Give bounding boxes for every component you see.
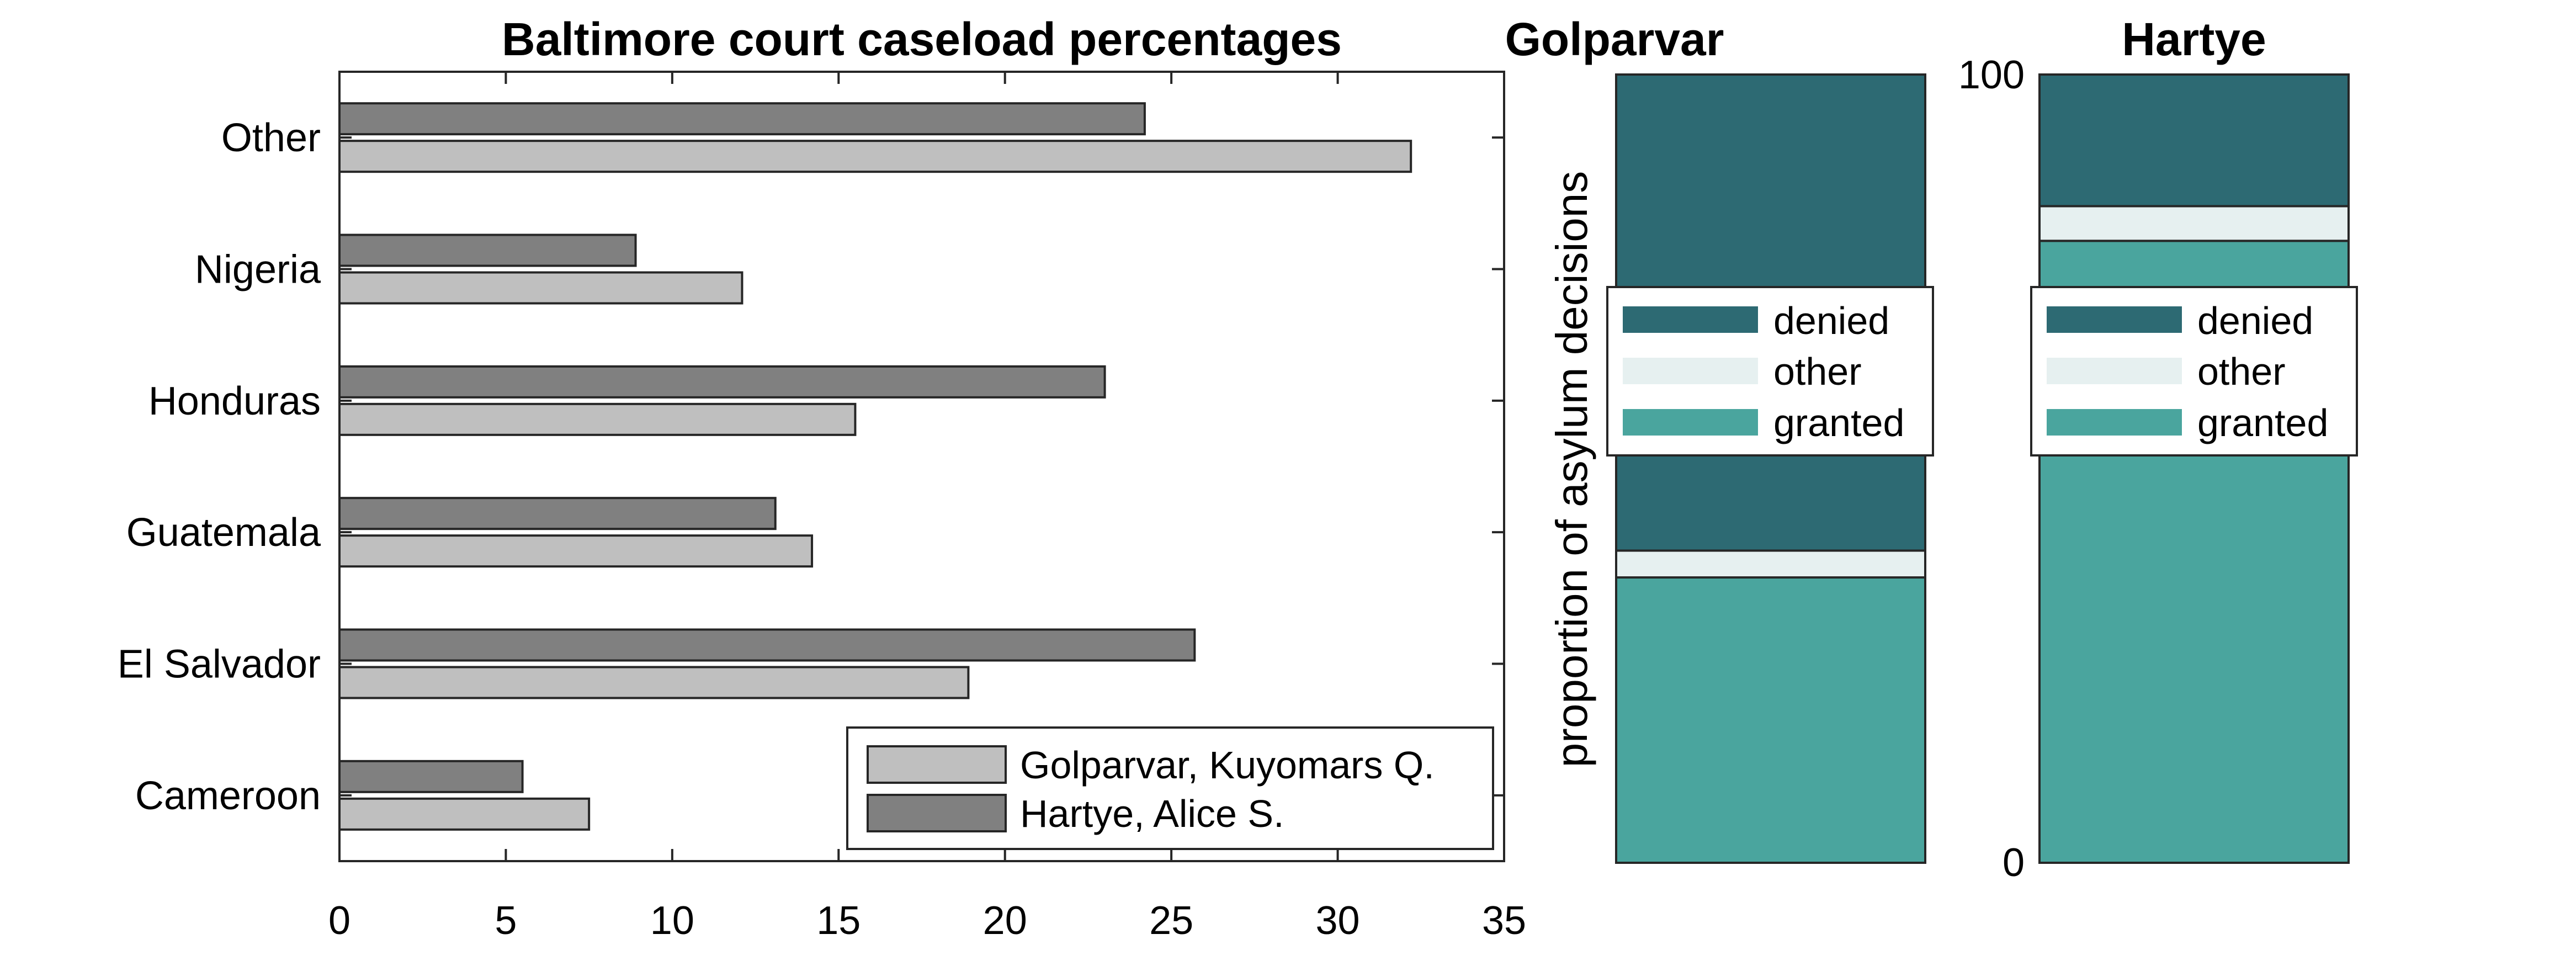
x-tick-label-25: 25	[1149, 899, 1193, 943]
bar-hartye-guatemala	[338, 497, 777, 530]
hartye-y-tick-top: 100	[1958, 53, 2025, 97]
category-label-el-salvador: El Salvador	[118, 643, 321, 687]
bar-golparvar-other	[338, 140, 1412, 173]
bar-golparvar-nigeria	[338, 271, 743, 305]
hartye-legend: denied other granted	[2030, 286, 2358, 457]
x-tick-label-10: 10	[650, 899, 694, 943]
bar-golparvar-guatemala	[338, 534, 814, 568]
golparvar-legend-swatch-other	[1623, 358, 1758, 384]
x-tick-label-35: 35	[1482, 899, 1526, 943]
hartye-y-tick-bottom: 0	[2003, 841, 2025, 885]
hartye-legend-label-granted: granted	[2197, 401, 2328, 444]
golparvar-chart-title: Golparvar	[1505, 13, 1724, 65]
hartye-legend-swatch-denied	[2047, 306, 2182, 333]
hartye-legend-swatch-other	[2047, 358, 2182, 384]
caseload-value-axis: 0 5 10 15 20 25 30 35	[328, 72, 1526, 943]
golparvar-stack	[1615, 73, 1926, 864]
bar-hartye-cameroon	[338, 760, 524, 793]
hartye-segment-denied	[2038, 73, 2350, 208]
golparvar-y-axis-label: proportion of asylum decisions	[1547, 171, 1596, 768]
x-tick-label-20: 20	[983, 899, 1027, 943]
bar-hartye-nigeria	[338, 233, 637, 267]
x-tick-label-0: 0	[328, 899, 350, 943]
hartye-legend-label-other: other	[2197, 350, 2286, 393]
x-tick-label-5: 5	[495, 899, 517, 943]
golparvar-legend-swatch-granted	[1623, 409, 1758, 436]
caseload-category-axis: Other Nigeria Honduras Guatemala El Salvador…	[118, 116, 1504, 818]
category-label-cameroon: Cameroon	[135, 774, 321, 818]
caseload-chart: Baltimore court caseload percentages Oth…	[118, 13, 1526, 943]
hartye-legend-label-denied: denied	[2197, 299, 2313, 342]
legend-swatch-hartye	[867, 794, 1007, 832]
category-label-honduras: Honduras	[148, 379, 321, 423]
legend-label-golparvar: Golparvar, Kuyomars Q.	[1020, 744, 1435, 787]
golparvar-legend: denied other granted	[1606, 286, 1934, 457]
category-label-other: Other	[221, 116, 321, 160]
hartye-legend-swatch-granted	[2047, 409, 2182, 436]
bar-hartye-other	[338, 102, 1146, 136]
hartye-chart: Hartye 100 0 denied other granted	[1958, 13, 2358, 885]
golparvar-legend-swatch-denied	[1623, 306, 1758, 333]
legend-swatch-golparvar	[867, 745, 1007, 784]
bar-hartye-el-salvador	[338, 628, 1196, 662]
legend-label-hartye: Hartye, Alice S.	[1020, 792, 1284, 835]
hartye-segment-other	[2038, 205, 2350, 242]
bar-golparvar-el-salvador	[338, 666, 970, 699]
bar-golparvar-honduras	[338, 402, 857, 436]
x-tick-label-15: 15	[816, 899, 861, 943]
golparvar-segment-granted	[1615, 576, 1926, 864]
x-tick-label-30: 30	[1316, 899, 1360, 943]
caseload-legend: Golparvar, Kuyomars Q. Hartye, Alice S.	[846, 726, 1494, 850]
hartye-plot-border	[2038, 73, 2350, 864]
caseload-chart-title: Baltimore court caseload percentages	[502, 13, 1342, 65]
golparvar-plot-border	[1615, 73, 1926, 864]
bar-golparvar-cameroon	[338, 797, 591, 831]
bar-hartye-honduras	[338, 365, 1106, 399]
golparvar-legend-label-denied: denied	[1773, 299, 1889, 342]
category-label-guatemala: Guatemala	[126, 511, 321, 555]
golparvar-segment-other	[1615, 549, 1926, 579]
hartye-stack	[2038, 73, 2350, 864]
golparvar-legend-label-granted: granted	[1773, 401, 1904, 444]
hartye-chart-title: Hartye	[2122, 13, 2266, 65]
category-label-nigeria: Nigeria	[195, 248, 321, 292]
golparvar-chart: Golparvar proportion of asylum decisions…	[1505, 13, 1934, 864]
golparvar-legend-label-other: other	[1773, 350, 1862, 393]
caseload-bars	[338, 102, 1412, 831]
